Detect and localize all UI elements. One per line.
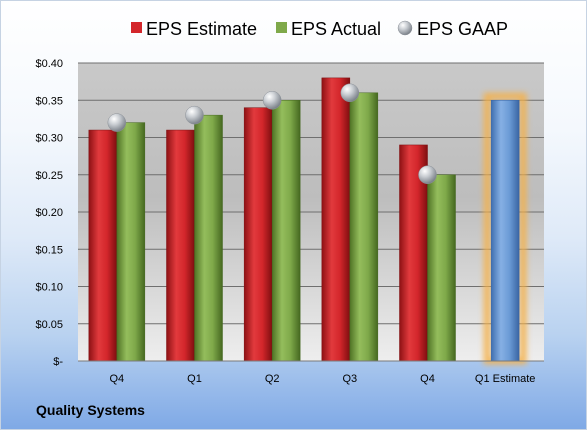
bar-eps-actual bbox=[116, 122, 146, 362]
legend-label-eps-gaap: EPS GAAP bbox=[417, 19, 508, 39]
bar-eps-estimate bbox=[243, 107, 273, 362]
y-tick-label: $0.30 bbox=[35, 133, 63, 145]
legend-label-eps-actual: EPS Actual bbox=[291, 19, 381, 39]
bar-eps-actual bbox=[271, 100, 301, 362]
y-tick-label: $0.10 bbox=[35, 282, 63, 294]
legend-marker-eps-gaap bbox=[397, 20, 413, 36]
bar-eps-estimate bbox=[166, 129, 195, 362]
x-tick-label: Q4 bbox=[420, 373, 435, 385]
y-tick-label: $0.20 bbox=[35, 207, 63, 219]
bars bbox=[88, 77, 527, 365]
x-tick-label: Q1 bbox=[187, 373, 202, 385]
legend-swatch-eps-estimate bbox=[131, 22, 142, 33]
gridlines bbox=[78, 62, 544, 325]
x-axis-tick-labels: Q4 Q1 Q2 Q3 Q4 Q1 Estimate bbox=[109, 373, 535, 385]
gaap-markers bbox=[107, 83, 437, 184]
marker-eps-gaap bbox=[107, 113, 127, 132]
company-name: Quality Systems bbox=[36, 402, 145, 418]
y-tick-label: $0.25 bbox=[35, 170, 63, 182]
marker-eps-gaap bbox=[418, 165, 437, 184]
marker-eps-gaap bbox=[340, 83, 360, 103]
y-tick-label: $0.15 bbox=[35, 244, 63, 256]
y-tick-label: $- bbox=[53, 356, 63, 368]
y-tick-label: $0.40 bbox=[35, 58, 63, 70]
bar-eps-actual bbox=[427, 174, 456, 362]
marker-eps-gaap bbox=[185, 105, 204, 125]
bar-eps-estimate bbox=[88, 129, 118, 362]
bar-eps-actual bbox=[194, 114, 223, 362]
marker-eps-gaap bbox=[262, 91, 282, 110]
x-tick-label: Q1 Estimate bbox=[475, 373, 536, 385]
bar-eps-actual bbox=[349, 92, 379, 362]
x-tick-label: Q4 bbox=[109, 373, 124, 385]
legend-label-eps-estimate: EPS Estimate bbox=[146, 19, 257, 39]
bar-eps-estimate bbox=[321, 77, 351, 362]
y-tick-label: $0.35 bbox=[35, 95, 63, 107]
legend: EPS Estimate EPS Actual EPS GAAP bbox=[131, 19, 508, 39]
x-tick-label: Q2 bbox=[265, 373, 280, 385]
bar-q1-estimate bbox=[490, 100, 520, 362]
y-tick-label: $0.05 bbox=[35, 319, 63, 331]
x-tick-label: Q3 bbox=[342, 373, 357, 385]
y-axis-tick-labels: $- $0.05 $0.10 $0.15 $0.20 $0.25 $0.30 $0.35 $0.… bbox=[35, 58, 63, 368]
legend-swatch-eps-actual bbox=[276, 22, 287, 33]
